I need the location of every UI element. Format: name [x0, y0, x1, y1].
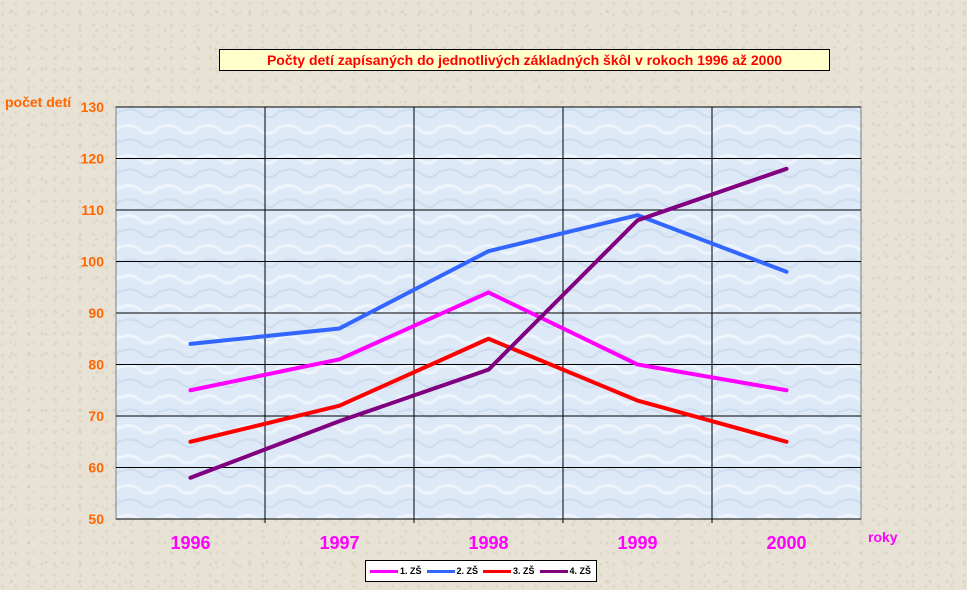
series-line-3 [188, 336, 789, 444]
y-tick-label: 110 [81, 202, 104, 218]
legend-swatch [483, 569, 511, 573]
x-tick-label: 1998 [468, 533, 508, 553]
grid [116, 106, 861, 523]
y-tick-label: 60 [88, 460, 104, 476]
y-tick-label: 80 [88, 357, 104, 373]
y-tick-label: 130 [81, 99, 105, 115]
y-tick-label: 70 [88, 408, 104, 424]
x-axis-ticks: 1996 1997 1998 1999 2000 [170, 533, 806, 553]
y-tick-label: 100 [81, 254, 105, 270]
legend-swatch [370, 569, 398, 573]
series-line-1 [188, 290, 789, 393]
legend-item-2: 2. ZŠ [426, 566, 484, 576]
y-tick-label: 120 [81, 151, 105, 167]
x-tick-label: 1996 [170, 533, 210, 553]
x-tick-label: 2000 [766, 533, 806, 553]
legend-label: 2. ZŠ [456, 566, 479, 576]
legend-item-4: 4. ZŠ [539, 566, 597, 576]
legend-label: 4. ZŠ [569, 566, 592, 576]
legend-label: 1. ZŠ [400, 566, 422, 576]
legend: 1. ZŠ 2. ZŠ 3. ZŠ 4. ZŠ [365, 560, 597, 582]
y-axis-label: počet detí [5, 94, 72, 110]
legend-swatch [539, 569, 568, 573]
series-line-2 [188, 213, 789, 346]
x-tick-label: 1997 [319, 533, 359, 553]
series-line-4 [188, 166, 789, 480]
series-lines [188, 166, 789, 480]
legend-swatch [426, 569, 455, 573]
y-axis-ticks: 50 60 70 80 90 100 110 120 130 [81, 99, 105, 527]
legend-label: 3. ZŠ [513, 566, 535, 576]
legend-item-3: 3. ZŠ [483, 566, 540, 576]
chart-title: Počty detí zapísaných do jednotlivých zá… [219, 49, 830, 71]
legend-item-1: 1. ZŠ [370, 566, 427, 576]
y-tick-label: 50 [88, 511, 104, 527]
x-tick-label: 1999 [617, 533, 657, 553]
x-axis-label: roky [868, 529, 898, 545]
y-tick-label: 90 [88, 305, 104, 321]
